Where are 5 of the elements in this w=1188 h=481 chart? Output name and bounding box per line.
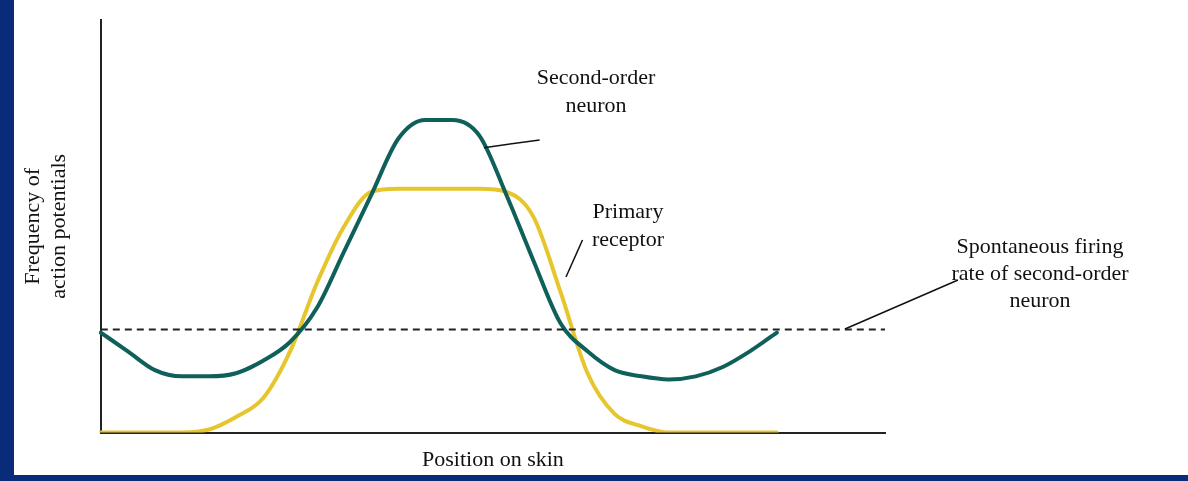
text: Second-order neuron: [536, 63, 656, 117]
ref-line-label: Spontaneous firing rate of second-order neuron: [951, 233, 1130, 313]
series-label: Primary receptor: [591, 197, 665, 251]
y-axis-title: Frequency of action potentials: [18, 153, 71, 299]
x-axis-title: Position on skin: [421, 445, 564, 471]
